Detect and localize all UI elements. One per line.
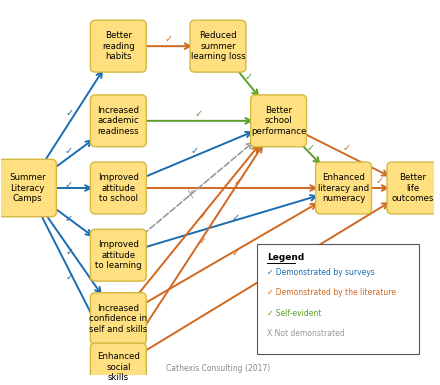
Text: Cathexis Consulting (2017): Cathexis Consulting (2017) — [166, 364, 270, 373]
Text: Reduced
summer
learning loss: Reduced summer learning loss — [191, 31, 245, 61]
Text: Enhanced
social
skills: Enhanced social skills — [97, 352, 140, 382]
Text: ✓: ✓ — [190, 146, 198, 156]
Text: ✓: ✓ — [233, 177, 242, 187]
Text: ✓: ✓ — [65, 146, 73, 156]
FancyBboxPatch shape — [90, 293, 146, 345]
Text: Increased
confidence in
self and skills: Increased confidence in self and skills — [89, 304, 147, 333]
Text: X Not demonstrated: X Not demonstrated — [267, 329, 345, 338]
Text: Improved
attitude
to learning: Improved attitude to learning — [95, 240, 142, 270]
FancyBboxPatch shape — [251, 95, 307, 147]
FancyBboxPatch shape — [90, 343, 146, 385]
Text: Summer
Literacy
Camps: Summer Literacy Camps — [9, 173, 46, 203]
Text: ✓: ✓ — [194, 109, 202, 119]
Text: Enhanced
literacy and
numeracy: Enhanced literacy and numeracy — [318, 173, 369, 203]
Text: ✓: ✓ — [375, 176, 383, 186]
FancyBboxPatch shape — [315, 162, 371, 214]
FancyBboxPatch shape — [0, 159, 56, 217]
Text: Better
reading
habits: Better reading habits — [102, 31, 135, 61]
Text: Improved
attitude
to school: Improved attitude to school — [98, 173, 139, 203]
Text: ✓ Self-evident: ✓ Self-evident — [267, 308, 321, 318]
Text: ✓: ✓ — [244, 72, 252, 82]
FancyBboxPatch shape — [90, 229, 146, 281]
Text: ✓ Demonstrated by surveys: ✓ Demonstrated by surveys — [267, 268, 374, 276]
Text: Better
school
performance: Better school performance — [251, 106, 306, 136]
Text: ✓: ✓ — [343, 143, 351, 153]
FancyBboxPatch shape — [90, 95, 146, 147]
Text: ✓: ✓ — [199, 211, 207, 221]
FancyBboxPatch shape — [90, 162, 146, 214]
FancyBboxPatch shape — [90, 20, 146, 72]
FancyBboxPatch shape — [387, 162, 439, 214]
Text: ✓: ✓ — [231, 213, 239, 223]
Text: ✓: ✓ — [307, 143, 315, 153]
Text: Increased
academic
readiness: Increased academic readiness — [97, 106, 139, 136]
Text: ✓: ✓ — [164, 35, 172, 44]
Text: ✓: ✓ — [198, 236, 206, 246]
Text: Better
life
outcomes: Better life outcomes — [392, 173, 434, 203]
Text: X: X — [187, 191, 193, 201]
Text: ✓: ✓ — [66, 108, 73, 118]
FancyBboxPatch shape — [190, 20, 246, 72]
Text: Legend: Legend — [267, 253, 304, 261]
Text: ✓: ✓ — [66, 247, 73, 257]
Text: ✓: ✓ — [66, 272, 74, 282]
Text: ✓: ✓ — [65, 180, 73, 190]
Text: ✓ Demonstrated by the literature: ✓ Demonstrated by the literature — [267, 288, 396, 297]
Text: ✓: ✓ — [231, 248, 239, 258]
Text: ✓: ✓ — [65, 214, 73, 224]
FancyBboxPatch shape — [257, 244, 419, 354]
Text: ✓: ✓ — [265, 272, 273, 282]
